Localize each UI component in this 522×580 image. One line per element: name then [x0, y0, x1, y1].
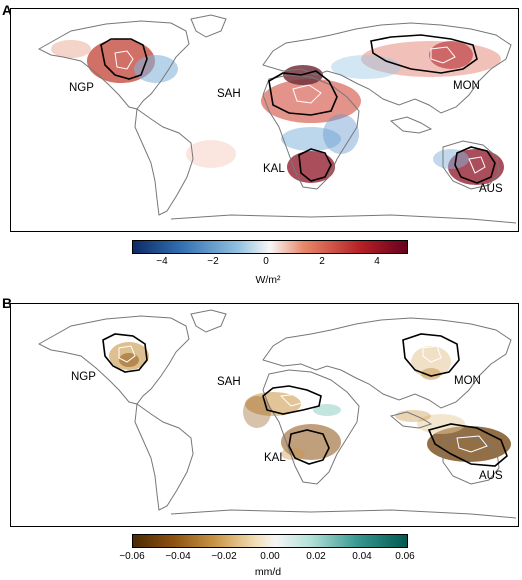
panel-b-map: NGP SAH MON KAL AUS: [10, 303, 519, 527]
panel-a-colorbar: [132, 240, 408, 254]
panel-a-unit-label: W/m²: [255, 274, 281, 286]
panel-b-colorbar: [132, 534, 408, 548]
panel-a-colorbar-svg: [132, 240, 408, 254]
panel-a-anomaly-field: [51, 39, 504, 185]
panel-b-tick: 0.04: [352, 551, 372, 562]
panel-b-map-svg: NGP SAH MON KAL AUS: [37, 309, 517, 519]
panel-a-map: NGP SAH MON KAL AUS: [10, 8, 519, 232]
panel-a-tick: 2: [319, 256, 325, 267]
panel-b-label-sah: SAH: [217, 376, 241, 388]
panel-b-colorbar-bar: [132, 534, 408, 548]
panel-b-tick: 0.02: [306, 551, 326, 562]
panel-a-label-ngp: NGP: [69, 82, 94, 94]
panel-b-tick: 0.00: [260, 551, 280, 562]
panel-a-label-kal: KAL: [263, 163, 285, 175]
panel-a-colorbar-bar: [132, 240, 408, 254]
panel-b-tick: −0.02: [211, 551, 237, 562]
panel-b-region-outlines: [102, 333, 508, 467]
panel-a-letter: A: [2, 2, 13, 18]
panel-b-inner-outlines: [118, 345, 488, 453]
panel-b-label-ngp: NGP: [71, 371, 96, 383]
panel-a-map-svg: NGP SAH MON KAL AUS: [37, 14, 517, 224]
panel-b-tick: 0.06: [395, 551, 415, 562]
panel-a-coastlines: [37, 14, 517, 224]
panel-a-tick: −2: [207, 256, 219, 267]
panel-a-inner-outlines: [114, 46, 486, 174]
panel-a-tick: 4: [374, 256, 380, 267]
panel-b-coastlines: [37, 309, 517, 519]
panel-b-anomaly-field: [109, 342, 511, 462]
panel-a-tick: −4: [156, 256, 168, 267]
panel-b-tick: −0.04: [165, 551, 191, 562]
panel-a-label-aus: AUS: [479, 183, 503, 195]
panel-a-label-sah: SAH: [217, 88, 241, 100]
panel-b-tick: −0.06: [119, 551, 145, 562]
panel-a-label-mon: MON: [453, 80, 480, 92]
panel-b-label-mon: MON: [454, 375, 481, 387]
panel-b-letter: B: [2, 295, 13, 311]
panel-b-unit-label: mm/d: [254, 566, 282, 578]
panel-b-colorbar-svg: [132, 534, 408, 548]
panel-a-region-outlines: [100, 34, 496, 184]
panel-b-label-aus: AUS: [479, 470, 503, 482]
panel-b-label-kal: KAL: [264, 452, 286, 464]
panel-a-tick: 0: [263, 256, 269, 267]
